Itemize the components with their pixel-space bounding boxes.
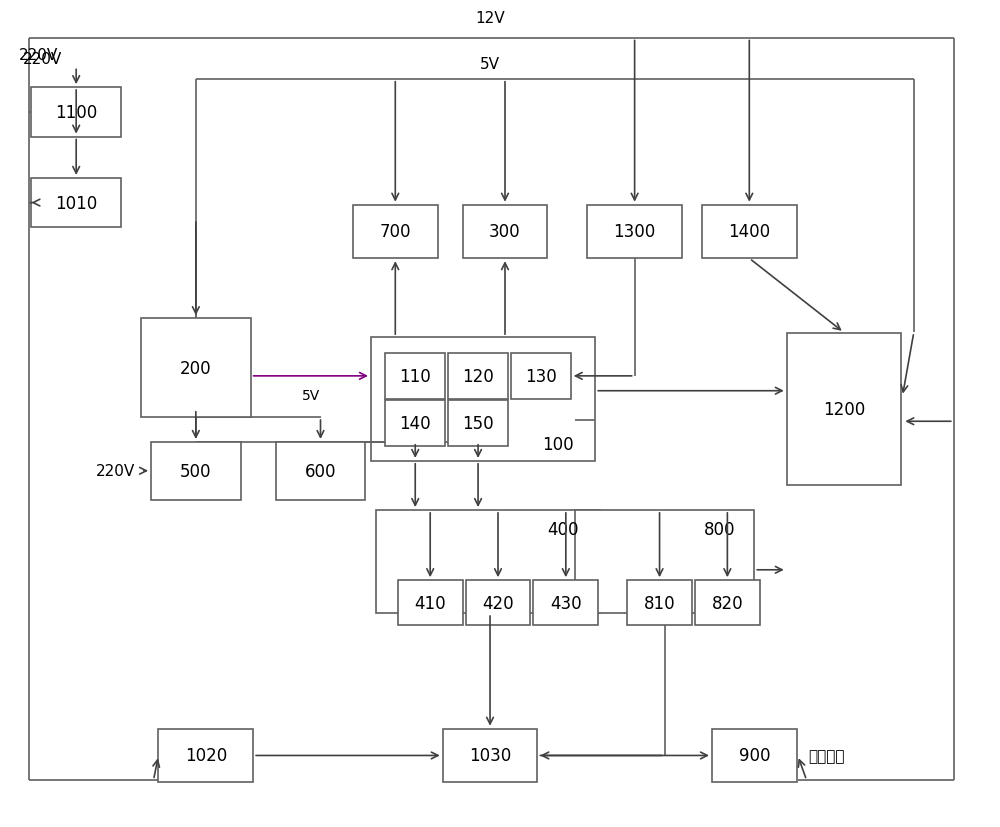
Text: 300: 300 [489, 223, 521, 241]
Text: 410: 410 [414, 594, 446, 612]
Text: 1020: 1020 [185, 747, 227, 764]
Text: 5V: 5V [302, 389, 320, 403]
Bar [511, 354, 571, 399]
Bar [371, 337, 595, 461]
Bar [276, 442, 365, 500]
Text: 110: 110 [399, 367, 431, 385]
Bar [533, 581, 598, 626]
Bar [448, 401, 508, 446]
Text: 700: 700 [380, 223, 411, 241]
Text: 810: 810 [644, 594, 675, 612]
Bar [702, 205, 797, 259]
Bar [443, 729, 537, 782]
Text: 120: 120 [462, 367, 494, 385]
Text: 500: 500 [180, 462, 212, 480]
Bar [385, 354, 445, 399]
Text: 100: 100 [542, 436, 574, 454]
Text: 220V: 220V [96, 464, 135, 479]
Bar [587, 205, 682, 259]
Bar [787, 333, 901, 485]
Text: 130: 130 [525, 367, 557, 385]
Text: 1400: 1400 [728, 223, 770, 241]
Text: 430: 430 [550, 594, 582, 612]
Text: 150: 150 [462, 414, 494, 433]
Text: 1300: 1300 [614, 223, 656, 241]
Bar [376, 510, 600, 614]
Text: 900: 900 [739, 747, 770, 764]
Text: 140: 140 [399, 414, 431, 433]
Bar [712, 729, 797, 782]
Bar [31, 88, 121, 137]
Text: 12V: 12V [475, 11, 505, 26]
Text: 400: 400 [547, 520, 579, 538]
Bar [398, 581, 463, 626]
Text: 1100: 1100 [55, 103, 97, 122]
Bar [31, 179, 121, 228]
Text: 200: 200 [180, 359, 212, 377]
Bar [141, 318, 251, 418]
Text: 420: 420 [482, 594, 514, 612]
Bar [463, 205, 547, 259]
Bar [575, 510, 754, 614]
Bar [353, 205, 438, 259]
Bar [151, 442, 241, 500]
Text: 1200: 1200 [823, 400, 865, 418]
Bar [466, 581, 530, 626]
Text: 820: 820 [712, 594, 743, 612]
Text: 1030: 1030 [469, 747, 511, 764]
Text: 1010: 1010 [55, 194, 97, 213]
Bar [158, 729, 253, 782]
Text: 220V: 220V [19, 47, 59, 63]
Text: 5V: 5V [480, 56, 500, 71]
Bar [448, 354, 508, 399]
Bar [695, 581, 760, 626]
Bar [385, 401, 445, 446]
Text: 600: 600 [305, 462, 336, 480]
Text: 充电插头: 充电插头 [809, 748, 845, 763]
Bar [627, 581, 692, 626]
Text: 220V: 220V [23, 51, 63, 67]
Text: 800: 800 [704, 520, 735, 538]
